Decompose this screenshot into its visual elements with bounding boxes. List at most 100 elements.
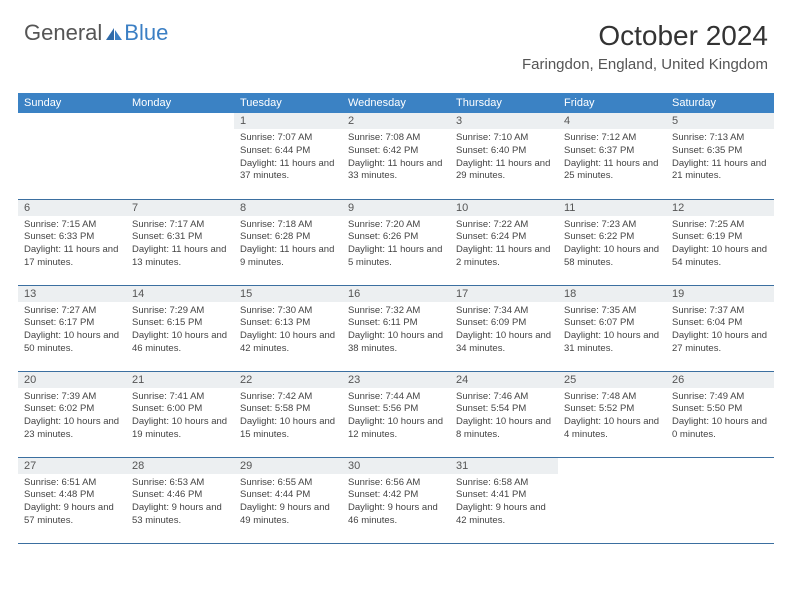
- calendar-cell: 12Sunrise: 7:25 AMSunset: 6:19 PMDayligh…: [666, 199, 774, 285]
- sunset-line: Sunset: 6:22 PM: [564, 231, 660, 244]
- day-details: Sunrise: 7:17 AMSunset: 6:31 PMDaylight:…: [126, 216, 234, 274]
- sunset-line: Sunset: 4:46 PM: [132, 489, 228, 502]
- calendar-cell: 23Sunrise: 7:44 AMSunset: 5:56 PMDayligh…: [342, 371, 450, 457]
- day-details: Sunrise: 7:41 AMSunset: 6:00 PMDaylight:…: [126, 388, 234, 446]
- daylight-line: Daylight: 10 hours and 38 minutes.: [348, 330, 444, 356]
- sunrise-line: Sunrise: 7:34 AM: [456, 305, 552, 318]
- logo: General Blue: [24, 20, 168, 46]
- calendar-cell: [126, 113, 234, 199]
- day-number: 1: [234, 113, 342, 129]
- sunrise-line: Sunrise: 7:35 AM: [564, 305, 660, 318]
- sunrise-line: Sunrise: 7:25 AM: [672, 219, 768, 232]
- header: General Blue October 2024 Faringdon, Eng…: [0, 0, 792, 81]
- day-number: 22: [234, 372, 342, 388]
- sunrise-line: Sunrise: 7:46 AM: [456, 391, 552, 404]
- day-number: 6: [18, 200, 126, 216]
- sunset-line: Sunset: 5:50 PM: [672, 403, 768, 416]
- sunrise-line: Sunrise: 6:53 AM: [132, 477, 228, 490]
- calendar-cell: 21Sunrise: 7:41 AMSunset: 6:00 PMDayligh…: [126, 371, 234, 457]
- daylight-line: Daylight: 10 hours and 50 minutes.: [24, 330, 120, 356]
- sunrise-line: Sunrise: 7:08 AM: [348, 132, 444, 145]
- calendar-cell: 31Sunrise: 6:58 AMSunset: 4:41 PMDayligh…: [450, 457, 558, 543]
- day-details: Sunrise: 7:10 AMSunset: 6:40 PMDaylight:…: [450, 129, 558, 187]
- calendar-cell: 9Sunrise: 7:20 AMSunset: 6:26 PMDaylight…: [342, 199, 450, 285]
- day-number: 4: [558, 113, 666, 129]
- day-details: Sunrise: 7:35 AMSunset: 6:07 PMDaylight:…: [558, 302, 666, 360]
- day-number: 23: [342, 372, 450, 388]
- day-details: Sunrise: 7:49 AMSunset: 5:50 PMDaylight:…: [666, 388, 774, 446]
- sunset-line: Sunset: 6:42 PM: [348, 145, 444, 158]
- logo-text-blue: Blue: [124, 20, 168, 46]
- day-number: 8: [234, 200, 342, 216]
- day-details: Sunrise: 7:44 AMSunset: 5:56 PMDaylight:…: [342, 388, 450, 446]
- sunrise-line: Sunrise: 7:30 AM: [240, 305, 336, 318]
- calendar-week-row: 20Sunrise: 7:39 AMSunset: 6:02 PMDayligh…: [18, 371, 774, 457]
- daylight-line: Daylight: 11 hours and 5 minutes.: [348, 244, 444, 270]
- day-number: 27: [18, 458, 126, 474]
- sunset-line: Sunset: 6:37 PM: [564, 145, 660, 158]
- sunset-line: Sunset: 6:44 PM: [240, 145, 336, 158]
- day-details: Sunrise: 6:51 AMSunset: 4:48 PMDaylight:…: [18, 474, 126, 532]
- day-details: Sunrise: 7:29 AMSunset: 6:15 PMDaylight:…: [126, 302, 234, 360]
- calendar-cell: 10Sunrise: 7:22 AMSunset: 6:24 PMDayligh…: [450, 199, 558, 285]
- day-details: Sunrise: 7:30 AMSunset: 6:13 PMDaylight:…: [234, 302, 342, 360]
- calendar-cell: 29Sunrise: 6:55 AMSunset: 4:44 PMDayligh…: [234, 457, 342, 543]
- calendar-cell: 4Sunrise: 7:12 AMSunset: 6:37 PMDaylight…: [558, 113, 666, 199]
- weekday-header: Friday: [558, 93, 666, 113]
- daylight-line: Daylight: 10 hours and 31 minutes.: [564, 330, 660, 356]
- daylight-line: Daylight: 10 hours and 46 minutes.: [132, 330, 228, 356]
- sunset-line: Sunset: 4:44 PM: [240, 489, 336, 502]
- daylight-line: Daylight: 9 hours and 53 minutes.: [132, 502, 228, 528]
- sunrise-line: Sunrise: 7:41 AM: [132, 391, 228, 404]
- calendar-cell: 2Sunrise: 7:08 AMSunset: 6:42 PMDaylight…: [342, 113, 450, 199]
- day-number: 11: [558, 200, 666, 216]
- day-details: Sunrise: 7:37 AMSunset: 6:04 PMDaylight:…: [666, 302, 774, 360]
- sunrise-line: Sunrise: 7:12 AM: [564, 132, 660, 145]
- calendar-cell: 6Sunrise: 7:15 AMSunset: 6:33 PMDaylight…: [18, 199, 126, 285]
- daylight-line: Daylight: 11 hours and 2 minutes.: [456, 244, 552, 270]
- day-details: Sunrise: 7:12 AMSunset: 6:37 PMDaylight:…: [558, 129, 666, 187]
- calendar-cell: 25Sunrise: 7:48 AMSunset: 5:52 PMDayligh…: [558, 371, 666, 457]
- daylight-line: Daylight: 10 hours and 23 minutes.: [24, 416, 120, 442]
- day-details: Sunrise: 7:18 AMSunset: 6:28 PMDaylight:…: [234, 216, 342, 274]
- day-number: 21: [126, 372, 234, 388]
- calendar-cell: 14Sunrise: 7:29 AMSunset: 6:15 PMDayligh…: [126, 285, 234, 371]
- day-number: 2: [342, 113, 450, 129]
- daylight-line: Daylight: 10 hours and 8 minutes.: [456, 416, 552, 442]
- sunrise-line: Sunrise: 7:27 AM: [24, 305, 120, 318]
- day-details: Sunrise: 7:48 AMSunset: 5:52 PMDaylight:…: [558, 388, 666, 446]
- daylight-line: Daylight: 10 hours and 19 minutes.: [132, 416, 228, 442]
- daylight-line: Daylight: 10 hours and 54 minutes.: [672, 244, 768, 270]
- calendar-cell: 28Sunrise: 6:53 AMSunset: 4:46 PMDayligh…: [126, 457, 234, 543]
- daylight-line: Daylight: 10 hours and 42 minutes.: [240, 330, 336, 356]
- day-number: 10: [450, 200, 558, 216]
- calendar-cell: 26Sunrise: 7:49 AMSunset: 5:50 PMDayligh…: [666, 371, 774, 457]
- calendar-cell: 18Sunrise: 7:35 AMSunset: 6:07 PMDayligh…: [558, 285, 666, 371]
- day-number: 24: [450, 372, 558, 388]
- day-details: Sunrise: 7:08 AMSunset: 6:42 PMDaylight:…: [342, 129, 450, 187]
- calendar-header-row: SundayMondayTuesdayWednesdayThursdayFrid…: [18, 93, 774, 113]
- day-details: Sunrise: 6:55 AMSunset: 4:44 PMDaylight:…: [234, 474, 342, 532]
- sunset-line: Sunset: 6:13 PM: [240, 317, 336, 330]
- sunset-line: Sunset: 5:58 PM: [240, 403, 336, 416]
- calendar-cell: 13Sunrise: 7:27 AMSunset: 6:17 PMDayligh…: [18, 285, 126, 371]
- sunrise-line: Sunrise: 7:23 AM: [564, 219, 660, 232]
- daylight-line: Daylight: 11 hours and 33 minutes.: [348, 158, 444, 184]
- calendar-cell: 5Sunrise: 7:13 AMSunset: 6:35 PMDaylight…: [666, 113, 774, 199]
- calendar-week-row: 6Sunrise: 7:15 AMSunset: 6:33 PMDaylight…: [18, 199, 774, 285]
- day-details: Sunrise: 6:53 AMSunset: 4:46 PMDaylight:…: [126, 474, 234, 532]
- daylight-line: Daylight: 10 hours and 0 minutes.: [672, 416, 768, 442]
- day-number: 9: [342, 200, 450, 216]
- day-number: 17: [450, 286, 558, 302]
- sunset-line: Sunset: 6:04 PM: [672, 317, 768, 330]
- day-number: 5: [666, 113, 774, 129]
- calendar-table: SundayMondayTuesdayWednesdayThursdayFrid…: [18, 93, 774, 544]
- sunrise-line: Sunrise: 6:55 AM: [240, 477, 336, 490]
- sunrise-line: Sunrise: 7:44 AM: [348, 391, 444, 404]
- sunset-line: Sunset: 4:48 PM: [24, 489, 120, 502]
- calendar-cell: [558, 457, 666, 543]
- calendar-cell: 8Sunrise: 7:18 AMSunset: 6:28 PMDaylight…: [234, 199, 342, 285]
- day-details: Sunrise: 7:20 AMSunset: 6:26 PMDaylight:…: [342, 216, 450, 274]
- daylight-line: Daylight: 11 hours and 37 minutes.: [240, 158, 336, 184]
- calendar-cell: 16Sunrise: 7:32 AMSunset: 6:11 PMDayligh…: [342, 285, 450, 371]
